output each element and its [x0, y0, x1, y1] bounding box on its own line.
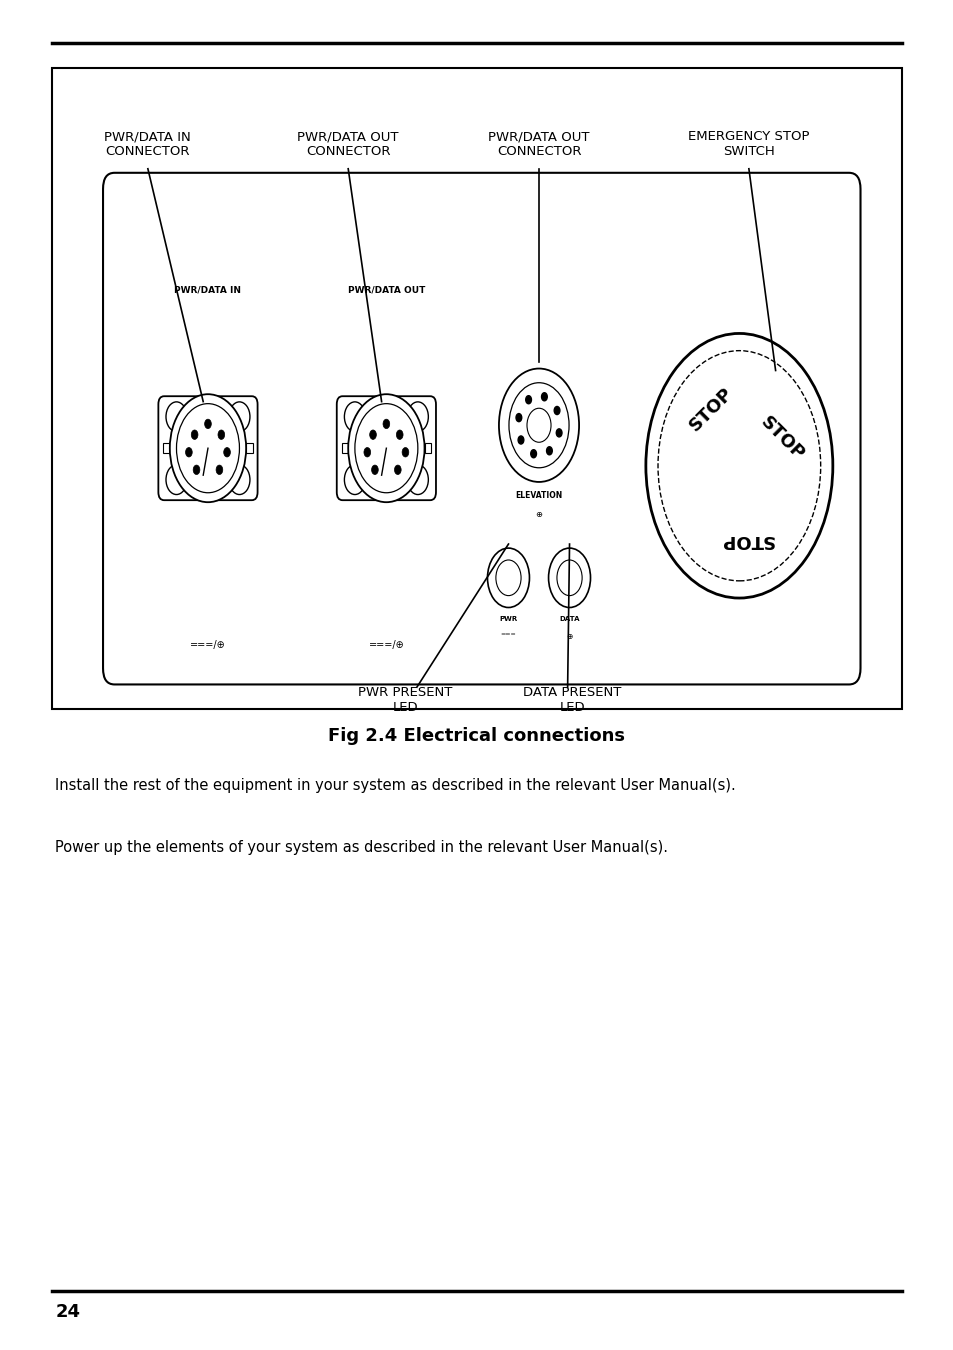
Circle shape — [217, 429, 225, 440]
Circle shape — [498, 369, 578, 482]
Circle shape — [645, 333, 832, 598]
Circle shape — [496, 560, 520, 595]
FancyBboxPatch shape — [103, 173, 860, 684]
Text: PWR/DATA OUT
CONNECTOR: PWR/DATA OUT CONNECTOR — [297, 131, 398, 158]
Circle shape — [166, 464, 187, 494]
Circle shape — [215, 464, 223, 475]
Circle shape — [170, 394, 246, 502]
Text: STOP: STOP — [684, 383, 736, 435]
Circle shape — [526, 408, 551, 443]
Circle shape — [344, 402, 365, 432]
Circle shape — [166, 402, 187, 432]
Circle shape — [556, 429, 561, 437]
Text: DATA: DATA — [558, 616, 579, 621]
Circle shape — [395, 464, 400, 475]
Circle shape — [407, 464, 428, 494]
Circle shape — [546, 447, 552, 455]
Circle shape — [517, 436, 523, 444]
Circle shape — [223, 448, 230, 456]
Text: ⊕: ⊕ — [566, 632, 572, 641]
Circle shape — [396, 429, 403, 440]
Circle shape — [525, 396, 531, 404]
FancyBboxPatch shape — [336, 396, 436, 501]
Bar — [246, 443, 253, 454]
Text: 24: 24 — [55, 1303, 80, 1322]
Bar — [341, 443, 348, 454]
Text: DATA PRESENT
LED: DATA PRESENT LED — [522, 686, 621, 714]
Circle shape — [516, 413, 521, 421]
Text: ===/⊕: ===/⊕ — [190, 640, 226, 651]
Circle shape — [229, 464, 250, 494]
Text: PWR/DATA OUT
CONNECTOR: PWR/DATA OUT CONNECTOR — [488, 131, 589, 158]
Circle shape — [402, 448, 408, 456]
Circle shape — [658, 351, 820, 580]
Bar — [52, 68, 901, 709]
Circle shape — [508, 383, 568, 467]
Text: EMERGENCY STOP
SWITCH: EMERGENCY STOP SWITCH — [687, 131, 809, 158]
Circle shape — [204, 418, 212, 429]
Circle shape — [348, 394, 424, 502]
Circle shape — [487, 548, 529, 608]
Text: PWR/DATA IN
CONNECTOR: PWR/DATA IN CONNECTOR — [105, 131, 191, 158]
Text: PWR/DATA OUT: PWR/DATA OUT — [347, 286, 425, 294]
Bar — [382, 487, 390, 494]
Circle shape — [407, 402, 428, 432]
Circle shape — [372, 464, 377, 475]
Text: Install the rest of the equipment in your system as described in the relevant Us: Install the rest of the equipment in you… — [55, 778, 736, 794]
Text: PWR: PWR — [498, 616, 517, 621]
Bar — [424, 443, 431, 454]
Bar — [382, 402, 390, 409]
Text: ===: === — [500, 632, 516, 637]
Circle shape — [229, 402, 250, 432]
Circle shape — [344, 464, 365, 494]
Circle shape — [548, 548, 590, 608]
Circle shape — [382, 418, 390, 429]
Text: PWR/DATA IN: PWR/DATA IN — [174, 286, 241, 294]
Bar — [204, 402, 212, 409]
Text: ⊕: ⊕ — [535, 510, 542, 520]
Text: PWR PRESENT
LED: PWR PRESENT LED — [358, 686, 452, 714]
Circle shape — [191, 429, 197, 440]
Circle shape — [541, 393, 547, 401]
Circle shape — [530, 450, 536, 458]
Circle shape — [193, 464, 200, 475]
Circle shape — [176, 404, 239, 493]
Text: Power up the elements of your system as described in the relevant User Manual(s): Power up the elements of your system as … — [55, 840, 668, 856]
Text: ===/⊕: ===/⊕ — [368, 640, 404, 651]
Text: STOP: STOP — [720, 531, 773, 549]
Bar — [163, 443, 170, 454]
Text: ELEVATION: ELEVATION — [515, 491, 562, 501]
Text: Fig 2.4 Electrical connections: Fig 2.4 Electrical connections — [328, 726, 625, 745]
Bar — [204, 487, 212, 494]
Circle shape — [355, 404, 417, 493]
Circle shape — [369, 429, 375, 440]
Circle shape — [185, 448, 193, 456]
Circle shape — [557, 560, 581, 595]
FancyBboxPatch shape — [158, 396, 257, 501]
Circle shape — [554, 406, 559, 414]
Circle shape — [364, 448, 370, 456]
Text: STOP: STOP — [756, 413, 807, 464]
